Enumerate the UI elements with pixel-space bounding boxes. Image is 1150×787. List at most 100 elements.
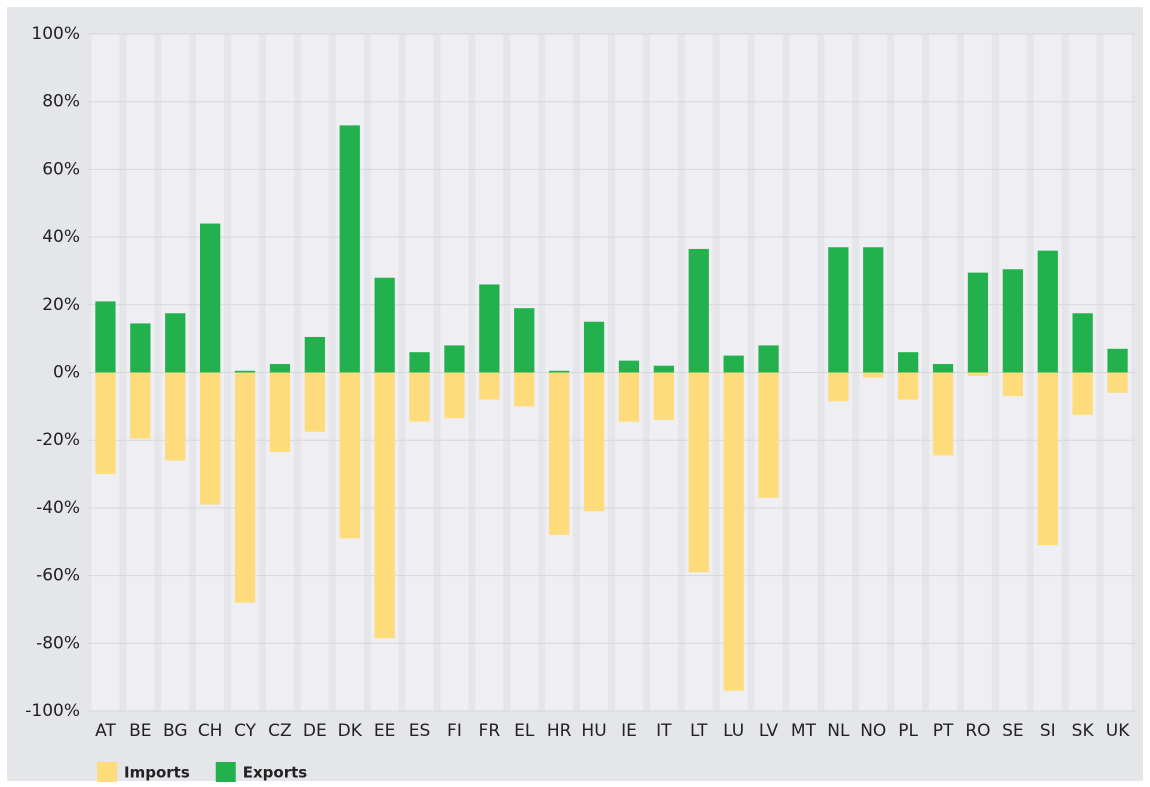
bar <box>269 372 291 453</box>
bar <box>863 372 884 378</box>
y-tick-label: 20% <box>42 295 80 315</box>
bar <box>165 372 186 461</box>
x-tick-label: DK <box>338 721 363 741</box>
bar <box>1037 250 1058 373</box>
x-tick-label: SE <box>1002 721 1024 741</box>
x-tick-label: LU <box>723 721 744 741</box>
bar <box>863 247 884 373</box>
x-tick-label: ES <box>409 721 431 741</box>
x-tick-label: SI <box>1040 721 1056 741</box>
y-tick-label: -100% <box>25 701 80 721</box>
x-tick-label: CY <box>234 721 257 741</box>
bar <box>688 372 709 573</box>
x-tick-label: RO <box>965 721 990 741</box>
bar <box>444 372 465 419</box>
x-tick-label: UK <box>1106 721 1130 741</box>
x-tick-label: LV <box>759 721 779 741</box>
bar <box>339 125 360 373</box>
bar <box>374 372 395 639</box>
bar <box>653 365 674 373</box>
bar <box>479 284 500 373</box>
y-tick-label: 80% <box>42 92 80 112</box>
y-tick-label: 0% <box>53 363 80 383</box>
x-tick-label: HU <box>581 721 606 741</box>
bar <box>723 355 744 373</box>
bar <box>165 313 186 373</box>
bar <box>967 272 989 373</box>
x-tick-label: NL <box>827 721 850 741</box>
bar <box>1002 269 1023 373</box>
x-tick-label: IE <box>621 721 637 741</box>
bar <box>898 352 919 373</box>
bar <box>688 248 709 373</box>
x-tick-label: FI <box>447 721 462 741</box>
x-tick-label: PL <box>898 721 918 741</box>
bar <box>653 372 674 420</box>
bar <box>967 372 989 376</box>
legend-swatch <box>215 762 236 782</box>
bar <box>618 360 640 373</box>
legend-label: Imports <box>124 764 190 782</box>
bar <box>514 308 535 373</box>
x-tick-label: HR <box>547 721 572 741</box>
bar <box>200 223 221 373</box>
x-tick-label: BG <box>163 721 188 741</box>
x-tick-label: BE <box>129 721 151 741</box>
bar <box>932 364 954 373</box>
x-tick-label: EE <box>374 721 395 741</box>
bar <box>409 372 430 422</box>
bar <box>339 372 360 539</box>
bar <box>1072 372 1093 415</box>
y-tick-label: -20% <box>36 430 80 450</box>
bar <box>234 370 256 373</box>
bar <box>200 372 221 505</box>
bar <box>932 372 954 456</box>
bar <box>374 277 395 373</box>
x-tick-label: LT <box>690 721 708 741</box>
bar <box>130 323 151 373</box>
bar <box>234 372 256 603</box>
x-tick-label: FR <box>479 721 501 741</box>
bar <box>269 364 291 373</box>
x-tick-label: SK <box>1072 721 1095 741</box>
bar <box>758 345 779 373</box>
y-tick-label: 100% <box>31 24 80 44</box>
y-tick-label: -80% <box>36 633 80 653</box>
bar <box>758 372 779 498</box>
bar <box>95 372 116 475</box>
legend-label: Exports <box>243 764 308 782</box>
bar <box>898 372 919 400</box>
x-tick-label: DE <box>303 721 327 741</box>
x-tick-label: CH <box>198 721 223 741</box>
x-tick-label: NO <box>860 721 886 741</box>
bar <box>1107 348 1128 373</box>
x-tick-label: MT <box>791 721 817 741</box>
x-tick-label: AT <box>95 721 116 741</box>
y-tick-label: 40% <box>42 227 80 247</box>
bar <box>304 372 325 432</box>
bar <box>828 372 849 402</box>
bar <box>95 301 116 373</box>
bar <box>304 336 325 373</box>
bar <box>409 352 430 373</box>
bar <box>583 321 605 373</box>
bar <box>1072 313 1093 373</box>
y-tick-label: -40% <box>36 498 80 518</box>
x-tick-label: CZ <box>268 721 292 741</box>
y-tick-label: -60% <box>36 566 80 586</box>
bar <box>549 370 570 373</box>
y-tick-label: 60% <box>42 159 80 179</box>
bar <box>514 372 535 407</box>
bar <box>583 372 605 512</box>
bar <box>723 372 744 691</box>
bar <box>549 372 570 535</box>
bar <box>130 372 151 439</box>
x-tick-label: PT <box>933 721 954 741</box>
x-tick-label: IT <box>656 721 672 741</box>
bar <box>618 372 640 422</box>
bar <box>1107 372 1128 393</box>
x-tick-label: EL <box>514 721 535 741</box>
bar <box>1037 372 1058 546</box>
